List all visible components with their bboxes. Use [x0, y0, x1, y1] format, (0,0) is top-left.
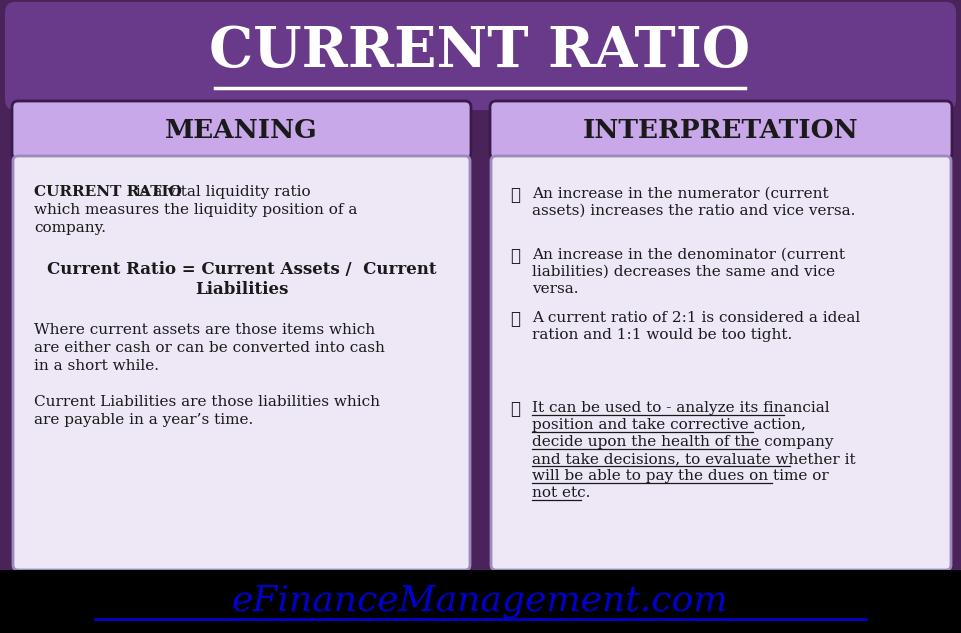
- Text: ✓: ✓: [510, 248, 520, 265]
- Text: MEANING: MEANING: [165, 118, 318, 142]
- FancyBboxPatch shape: [0, 570, 961, 633]
- Text: which measures the liquidity position of a: which measures the liquidity position of…: [34, 203, 357, 217]
- Text: CURRENT RATIO: CURRENT RATIO: [209, 25, 751, 80]
- Text: Where current assets are those items which: Where current assets are those items whi…: [34, 323, 375, 337]
- Text: company.: company.: [34, 221, 106, 235]
- Text: eFinanceManagement.com: eFinanceManagement.com: [232, 584, 728, 618]
- Text: Current Ratio = Current Assets /  Current: Current Ratio = Current Assets / Current: [47, 261, 436, 278]
- FancyBboxPatch shape: [12, 101, 471, 159]
- Text: are payable in a year’s time.: are payable in a year’s time.: [34, 413, 254, 427]
- Text: A current ratio of 2:1 is considered a ideal: A current ratio of 2:1 is considered a i…: [532, 311, 860, 325]
- Text: Liabilities: Liabilities: [195, 281, 288, 298]
- Text: INTERPRETATION: INTERPRETATION: [583, 118, 859, 142]
- Text: position and take corrective action,: position and take corrective action,: [532, 418, 806, 432]
- Text: and take decisions, to evaluate whether it: and take decisions, to evaluate whether …: [532, 452, 855, 466]
- Text: An increase in the numerator (current: An increase in the numerator (current: [532, 187, 828, 201]
- Text: liabilities) decreases the same and vice: liabilities) decreases the same and vice: [532, 265, 835, 279]
- Text: will be able to pay the dues on time or: will be able to pay the dues on time or: [532, 469, 828, 483]
- FancyBboxPatch shape: [5, 2, 956, 110]
- Text: An increase in the denominator (current: An increase in the denominator (current: [532, 248, 845, 262]
- FancyBboxPatch shape: [13, 156, 470, 570]
- FancyBboxPatch shape: [490, 101, 952, 159]
- Text: ✓: ✓: [510, 187, 520, 204]
- Text: ration and 1:1 would be too tight.: ration and 1:1 would be too tight.: [532, 328, 792, 342]
- Text: is a vital liquidity ratio: is a vital liquidity ratio: [131, 185, 310, 199]
- Text: It can be used to - analyze its financial: It can be used to - analyze its financia…: [532, 401, 829, 415]
- Text: ✓: ✓: [510, 401, 520, 418]
- Text: not etc.: not etc.: [532, 486, 590, 500]
- Text: are either cash or can be converted into cash: are either cash or can be converted into…: [34, 341, 384, 355]
- Text: in a short while.: in a short while.: [34, 359, 159, 373]
- Text: decide upon the health of the company: decide upon the health of the company: [532, 435, 833, 449]
- Text: CURRENT RATIO: CURRENT RATIO: [34, 185, 182, 199]
- Text: Current Liabilities are those liabilities which: Current Liabilities are those liabilitie…: [34, 395, 380, 409]
- Text: ✓: ✓: [510, 311, 520, 328]
- Text: versa.: versa.: [532, 282, 579, 296]
- Text: assets) increases the ratio and vice versa.: assets) increases the ratio and vice ver…: [532, 204, 855, 218]
- FancyBboxPatch shape: [491, 156, 951, 570]
